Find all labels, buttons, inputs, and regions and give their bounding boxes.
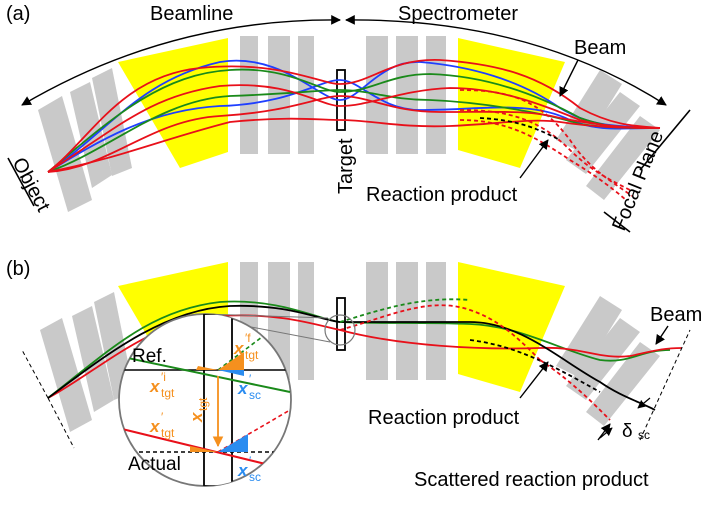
x-tgt-prime-f-sup: ′f xyxy=(245,331,251,345)
x-sc-prime-1-sup: ′ xyxy=(249,372,252,386)
zoom-region xyxy=(324,314,356,346)
x-tgt-prime-i-sub: tgt xyxy=(161,386,175,400)
reaction-product-label-b: Reaction product xyxy=(368,407,520,429)
target-label: Target xyxy=(335,138,357,194)
spectrometer-label: Spectrometer xyxy=(398,3,518,25)
x-sc-prime-2: x xyxy=(237,461,249,480)
panel-b: (b) xyxy=(6,258,702,491)
x-tgt-prime-f: x xyxy=(233,339,245,358)
delta-sc-sub: sc xyxy=(638,428,650,442)
x-sc-prime-2-sup: ′ xyxy=(249,454,252,468)
panel-b-label: (b) xyxy=(6,258,30,280)
panel-a-label: (a) xyxy=(6,3,30,25)
x-sc-prime-1-sub: sc xyxy=(249,388,261,402)
x-tgt-prime-sub: tgt xyxy=(161,426,175,440)
right-dipole xyxy=(458,38,565,168)
target-box-b xyxy=(336,297,346,351)
left-dipole xyxy=(118,38,228,168)
x-tgt-sub: tgt xyxy=(196,397,210,411)
x-sc-prime-2-sub: sc xyxy=(249,470,261,484)
spectrometer-arc xyxy=(345,15,667,106)
scattered-reaction-product-label: Scattered reaction product xyxy=(414,469,649,491)
zoom-inset: Ref. Actual x tgt ′f x tgt ′i x tgt ′ x … xyxy=(118,313,292,487)
actual-label: Actual xyxy=(128,454,181,475)
object-plane xyxy=(7,157,35,207)
x-sc-prime-1: x xyxy=(237,379,249,398)
beamline-arc xyxy=(21,14,341,106)
delta-sc-symbol: δ xyxy=(622,421,633,442)
beam-label-b: Beam xyxy=(650,304,702,326)
x-tgt: x xyxy=(187,411,206,423)
ref-label: Ref. xyxy=(132,346,167,367)
x-tgt-prime: x xyxy=(149,417,161,436)
panel-a-rays xyxy=(47,59,661,201)
x-tgt-prime-i: x xyxy=(149,377,161,396)
x-tgt-prime-f-sub: tgt xyxy=(245,348,259,362)
focal-plane-quadrupoles xyxy=(556,70,660,200)
panel-a: (a) Beamline Spectrometer xyxy=(6,3,691,234)
x-tgt-prime-sup: ′ xyxy=(161,410,164,424)
beam-label-a: Beam xyxy=(574,37,626,59)
panel-b-rays xyxy=(47,298,683,421)
focal-plane-line xyxy=(639,109,691,171)
spectrometer-quadrupoles xyxy=(366,36,446,154)
x-tgt-prime-i-sup: ′i xyxy=(161,370,166,384)
beamline-label: Beamline xyxy=(150,3,233,25)
reaction-product-label-a: Reaction product xyxy=(366,184,518,206)
object-label: Object xyxy=(8,154,55,216)
